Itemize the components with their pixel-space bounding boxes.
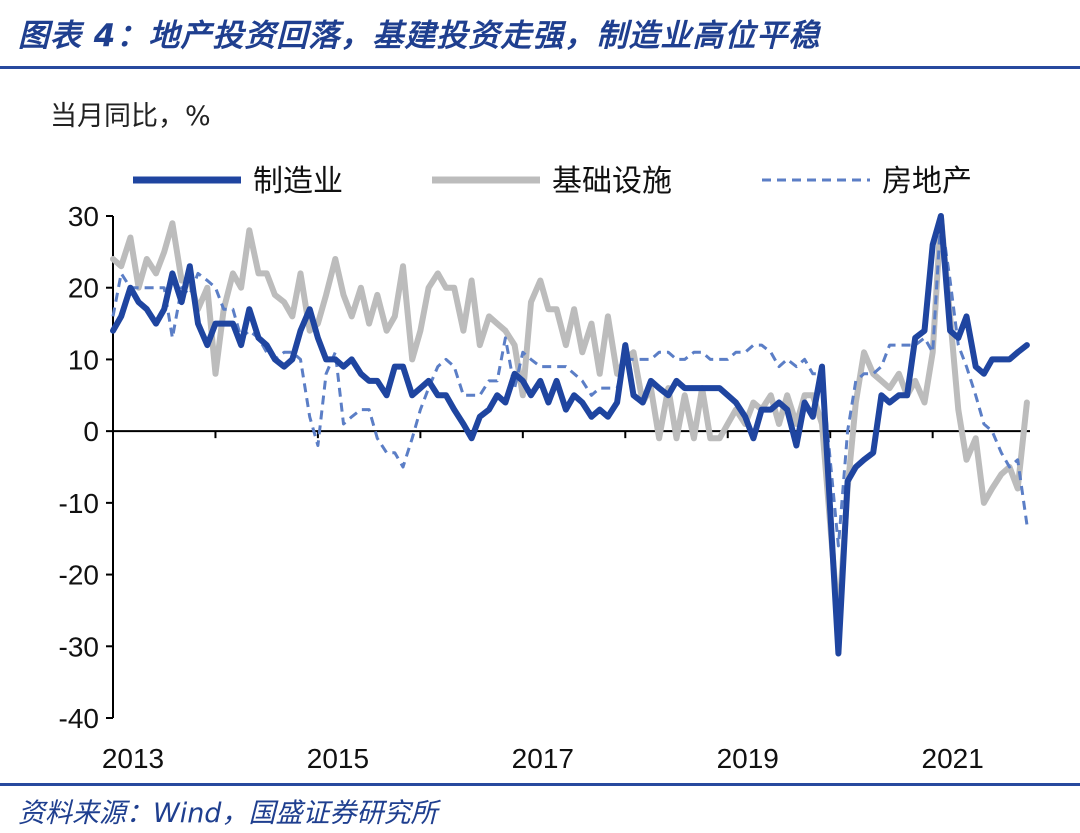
- y-tick-label: -30: [59, 631, 99, 662]
- y-tick-label: 10: [68, 344, 99, 375]
- y-tick-label: -10: [59, 488, 99, 519]
- bottom-rule: [0, 783, 1080, 786]
- x-tick-label: 2015: [307, 743, 369, 774]
- figure-title: 图表 4：地产投资回落，基建投资走强，制造业高位平稳: [18, 18, 821, 54]
- top-rule: [0, 66, 1080, 69]
- x-tick-label: 2019: [717, 743, 779, 774]
- legend: 制造业 基础设施 房地产: [133, 164, 972, 199]
- series-line-manufacturing: [110, 213, 1030, 657]
- series-line-real-estate: [111, 214, 1029, 548]
- x-tick-label: 2013: [102, 743, 164, 774]
- y-tick-label: 20: [68, 273, 99, 304]
- y-tick-label: -40: [59, 703, 99, 734]
- y-tick-label: 0: [83, 416, 99, 447]
- series-layer: [110, 213, 1030, 657]
- y-tick-label: 30: [68, 201, 99, 232]
- y-tick-label: -20: [59, 560, 99, 591]
- y-axis-unit-label: 当月同比，%: [50, 101, 211, 132]
- legend-label: 房地产: [882, 164, 972, 199]
- source-note: 资料来源：Wind，国盛证券研究所: [18, 798, 438, 829]
- x-tick-label: 2021: [922, 743, 984, 774]
- x-tick-label: 2017: [512, 743, 574, 774]
- legend-label: 制造业: [253, 164, 343, 199]
- legend-label: 基础设施: [552, 164, 672, 199]
- series-line-infrastructure: [110, 213, 1030, 628]
